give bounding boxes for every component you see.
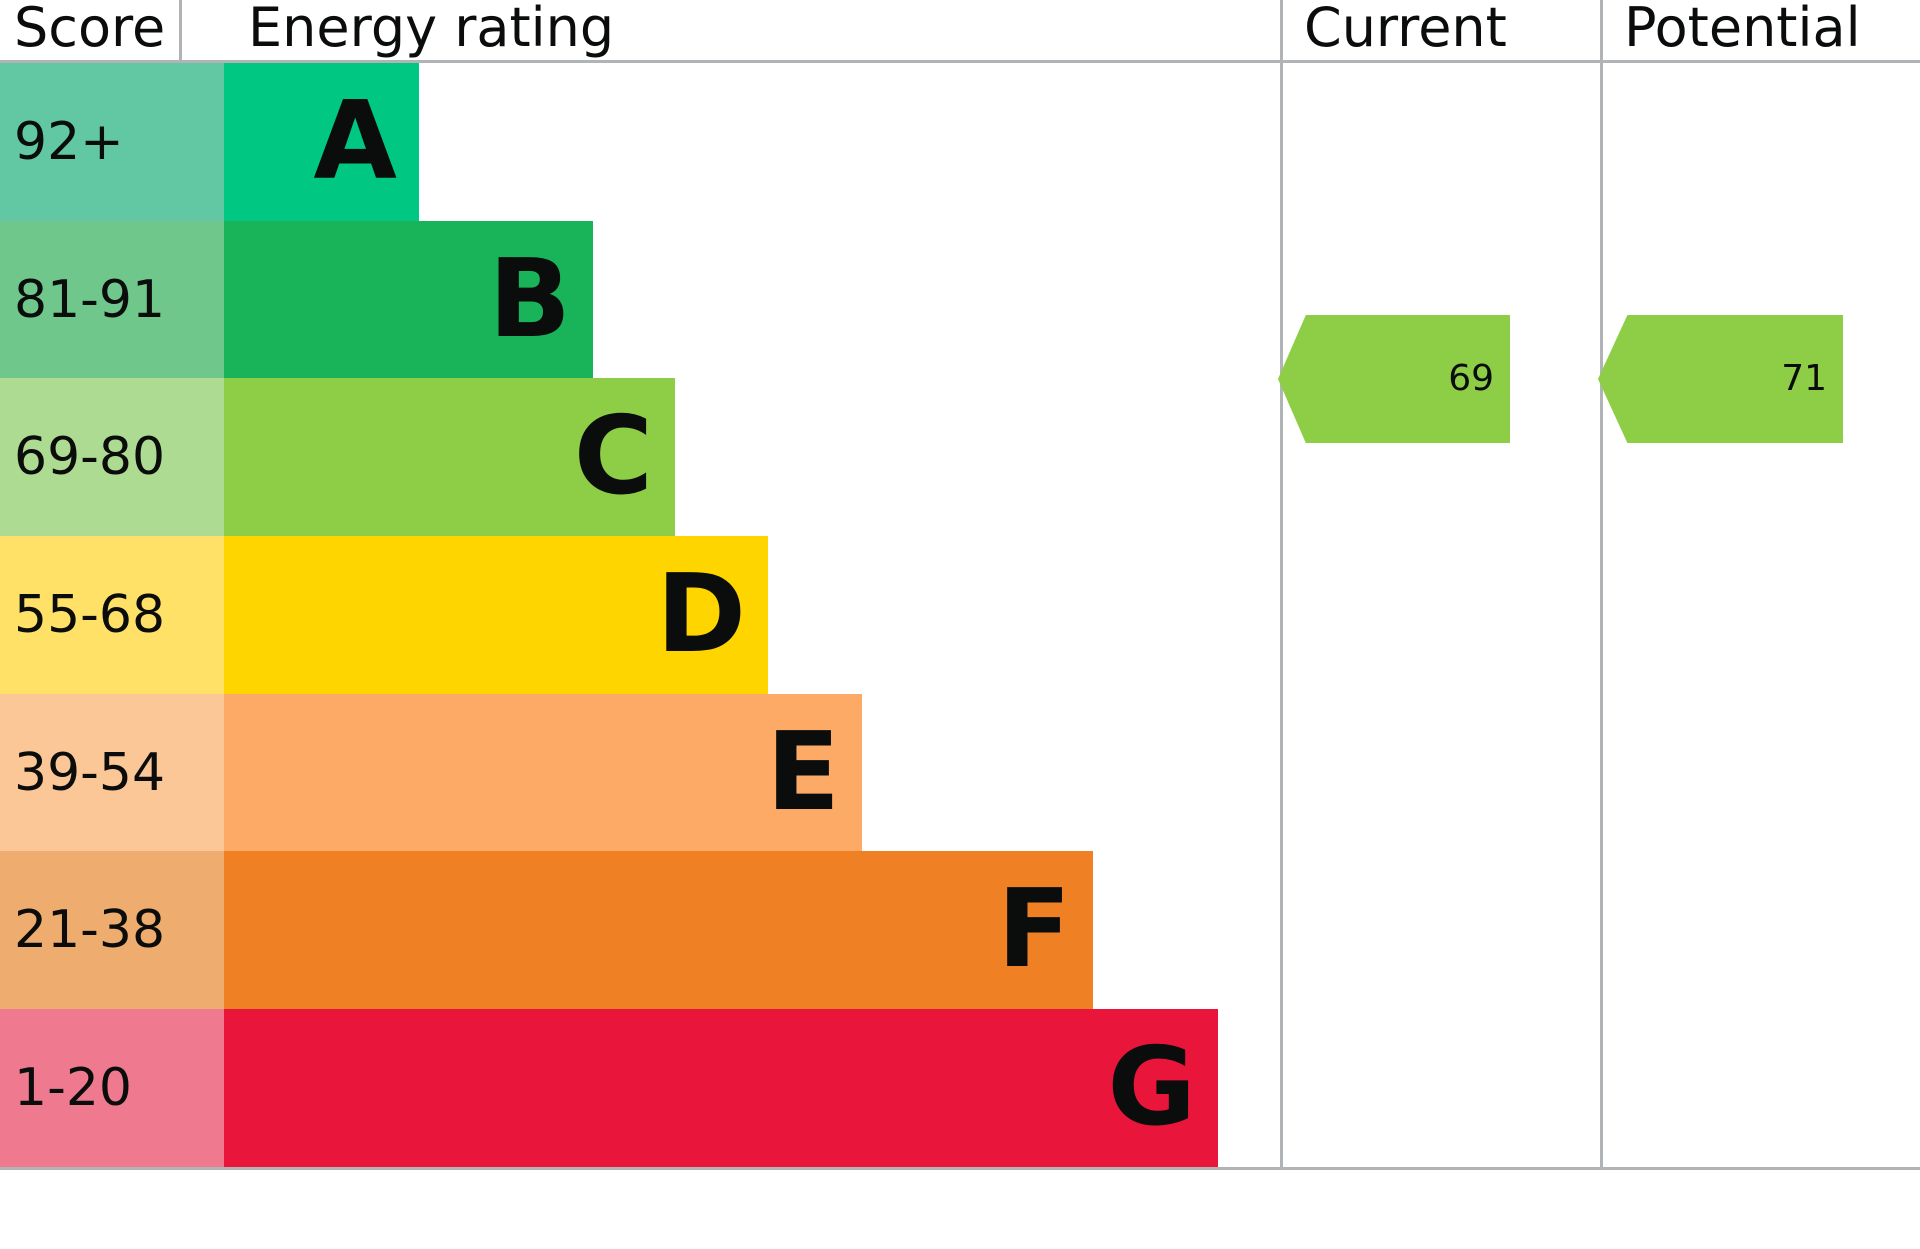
score-cell-e: 39-54 [0,693,224,852]
rating-bar-e: E [224,693,862,852]
header-bottom-rule [0,60,1920,63]
band-row-d: 55-68 D [0,536,1280,694]
potential-rating-value: 71 [1781,358,1827,399]
band-letter-d: D [656,551,746,677]
score-cell-b: 81-91 [0,220,224,379]
divider-score [179,0,182,60]
score-cell-g: 1-20 [0,1009,224,1167]
score-cell-d: 55-68 [0,536,224,694]
band-letter-g: G [1107,1024,1196,1150]
score-cell-a: 92+ [0,63,224,221]
band-row-e: 39-54 E [0,693,1280,852]
current-rating-column: 69 [1278,63,1600,1167]
current-rating-value: 69 [1448,358,1494,399]
chart-bottom-rule [0,1167,1920,1170]
rating-bar-g: G [224,1009,1218,1167]
divider-current [1280,0,1283,1170]
band-row-a: 92+ A [0,63,1280,221]
rating-bar-a: A [224,63,419,221]
band-row-g: 1-20 G [0,1009,1280,1167]
band-row-c: 69-80 C [0,378,1280,537]
column-header-score: Score [14,0,166,59]
column-header-rating: Energy rating [248,0,615,59]
rating-bar-f: F [224,851,1093,1010]
score-cell-f: 21-38 [0,851,224,1010]
rating-bands: 92+ A 81-91 B 69-80 C 55-68 D 39-54 [0,63,1280,1167]
potential-rating-arrow: 71 [1598,315,1843,443]
band-row-f: 21-38 F [0,851,1280,1010]
band-letter-a: A [313,78,397,204]
rating-bar-c: C [224,378,675,537]
score-cell-c: 69-80 [0,378,224,537]
band-letter-e: E [766,709,840,835]
column-header-current: Current [1304,0,1507,59]
chart-header-row: Score Energy rating Current Potential [0,0,1920,60]
column-header-potential: Potential [1624,0,1861,59]
potential-rating-column: 71 [1598,63,1920,1167]
band-letter-c: C [573,394,653,520]
divider-potential [1600,0,1603,1170]
rating-bar-d: D [224,536,768,694]
current-rating-arrow: 69 [1278,315,1510,443]
rating-bar-b: B [224,220,593,379]
band-letter-b: B [488,236,571,362]
band-row-b: 81-91 B [0,220,1280,379]
band-letter-f: F [997,867,1071,993]
